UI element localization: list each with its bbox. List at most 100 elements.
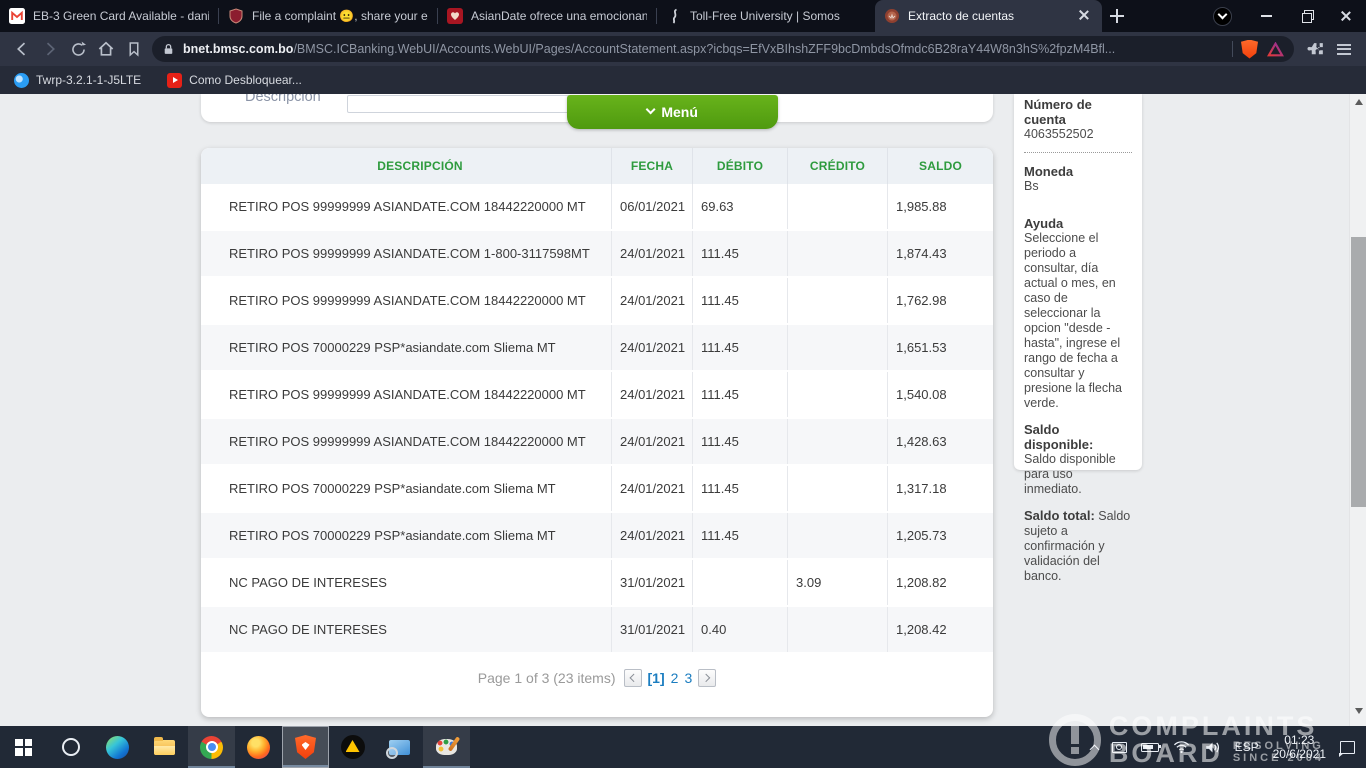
cell-saldo: 1,651.53 bbox=[896, 340, 947, 355]
taskbar-edge[interactable] bbox=[94, 726, 141, 768]
cell-credito bbox=[788, 513, 888, 558]
cell-debito: 111.45 bbox=[693, 231, 788, 276]
cortana-search-button[interactable] bbox=[47, 726, 94, 768]
page-content: Descripción Menú DESCRIPCIÓN FECHA DÉBIT… bbox=[0, 94, 1366, 726]
cell-credito: 3.09 bbox=[788, 560, 888, 605]
cell-fecha: 31/01/2021 bbox=[612, 607, 693, 652]
cell-debito: 69.63 bbox=[693, 184, 788, 229]
cell-debito: 0.40 bbox=[693, 607, 788, 652]
col-header-credito: CRÉDITO bbox=[788, 148, 888, 184]
bookmark-twrp[interactable]: Twrp-3.2.1-1-J5LTE bbox=[14, 72, 141, 88]
tab-asiandate[interactable]: AsianDate ofrece una emocionante bbox=[438, 0, 656, 32]
cell-credito bbox=[788, 466, 888, 511]
cortana-icon bbox=[61, 738, 80, 756]
prev-page-button[interactable] bbox=[623, 669, 642, 687]
tab-title: EB-3 Green Card Available - daniele bbox=[33, 9, 209, 23]
total-balance-label: Saldo total: bbox=[1024, 508, 1095, 523]
forward-button[interactable] bbox=[36, 35, 64, 63]
cell-descripcion: NC PAGO DE INTERESES bbox=[201, 607, 612, 652]
gmail-favicon bbox=[9, 8, 25, 24]
browser-menu-button[interactable] bbox=[1330, 35, 1358, 63]
chevron-up-icon bbox=[1089, 744, 1100, 754]
tab-title: Toll-Free University | Somos bbox=[690, 9, 840, 23]
network-button[interactable] bbox=[1166, 726, 1197, 768]
extensions-puzzle-icon[interactable] bbox=[1302, 35, 1330, 63]
taskbar-brave[interactable] bbox=[282, 726, 329, 768]
restore-button[interactable] bbox=[1286, 0, 1326, 32]
next-page-button[interactable] bbox=[698, 669, 717, 687]
tab-title: File a complaint 😐, share your exp bbox=[252, 9, 428, 23]
col-header-descripcion: DESCRIPCIÓN bbox=[201, 148, 612, 184]
help-sidebar: Número de cuenta 4063552502 Moneda Bs Ay… bbox=[1014, 94, 1142, 583]
tab-gmail[interactable]: EB-3 Green Card Available - daniele bbox=[0, 0, 218, 32]
bookmarks-panel-button[interactable] bbox=[120, 35, 148, 63]
language-indicator[interactable]: ESP bbox=[1234, 740, 1259, 754]
tab-close-icon[interactable] bbox=[1077, 8, 1093, 24]
pagination: Page 1 of 3 (23 items) [1] 2 3 bbox=[201, 658, 993, 698]
cell-saldo: 1,205.73 bbox=[896, 528, 947, 543]
bookmark-label: Como Desbloquear... bbox=[189, 73, 302, 87]
scroll-up-arrow[interactable] bbox=[1350, 94, 1366, 109]
chevron-right-icon bbox=[702, 673, 711, 683]
speaker-icon bbox=[1205, 742, 1219, 752]
page-3-link[interactable]: 3 bbox=[684, 670, 693, 686]
taskbar-chrome[interactable] bbox=[188, 726, 235, 768]
cell-descripcion: RETIRO POS 99999999 ASIANDATE.COM 1-800-… bbox=[201, 231, 612, 276]
avg-antivirus-icon bbox=[340, 735, 365, 759]
tab-extracto-active[interactable]: Extracto de cuentas bbox=[875, 0, 1102, 32]
scrollbar-thumb[interactable] bbox=[1351, 237, 1366, 507]
cell-saldo: 1,874.43 bbox=[896, 246, 947, 261]
clock[interactable]: 01:23 20/6/2021 bbox=[1266, 726, 1333, 768]
minimize-button[interactable] bbox=[1246, 0, 1286, 32]
bmsc-favicon bbox=[884, 8, 900, 24]
current-page: [1] bbox=[647, 670, 665, 686]
cell-descripcion: RETIRO POS 99999999 ASIANDATE.COM 184422… bbox=[201, 419, 612, 464]
cell-debito: 111.45 bbox=[693, 466, 788, 511]
firefox-icon bbox=[247, 735, 270, 759]
folder-icon bbox=[154, 736, 175, 755]
meet-now-button[interactable] bbox=[1105, 726, 1134, 768]
bookmark-youtube[interactable]: Como Desbloquear... bbox=[167, 72, 302, 88]
tab-complaintsboard[interactable]: File a complaint 😐, share your exp bbox=[219, 0, 437, 32]
action-center-button[interactable] bbox=[1333, 726, 1362, 768]
home-button[interactable] bbox=[92, 35, 120, 63]
bookmarks-bar: Twrp-3.2.1-1-J5LTE Como Desbloquear... bbox=[0, 66, 1366, 94]
new-tab-button[interactable] bbox=[1102, 0, 1132, 32]
youtube-favicon bbox=[167, 72, 183, 88]
taskbar-avg[interactable] bbox=[329, 726, 376, 768]
taskbar-snipping-tool[interactable] bbox=[376, 726, 423, 768]
twrp-favicon bbox=[14, 72, 29, 88]
help-text: Seleccione el periodo a consultar, día a… bbox=[1024, 231, 1122, 410]
plus-icon bbox=[1110, 9, 1124, 23]
menu-button[interactable]: Menú bbox=[567, 95, 778, 129]
menu-button-label: Menú bbox=[661, 104, 698, 120]
volume-button[interactable] bbox=[1197, 726, 1228, 768]
page-scrollbar[interactable] bbox=[1349, 94, 1366, 726]
taskbar-firefox[interactable] bbox=[235, 726, 282, 768]
brave-shields-icon[interactable] bbox=[1241, 39, 1258, 59]
page-2-link[interactable]: 2 bbox=[670, 670, 679, 686]
cell-saldo: 1,540.08 bbox=[896, 387, 947, 402]
scroll-down-arrow[interactable] bbox=[1350, 703, 1366, 718]
table-row: RETIRO POS 99999999 ASIANDATE.COM 184422… bbox=[201, 278, 993, 325]
available-balance-text: Saldo disponible para uso inmediato. bbox=[1024, 452, 1116, 496]
camera-icon bbox=[1111, 741, 1127, 753]
back-button[interactable] bbox=[8, 35, 36, 63]
battery-button[interactable] bbox=[1134, 726, 1166, 768]
address-bar[interactable]: bnet.bmsc.com.bo/BMSC.ICBanking.WebUI/Ac… bbox=[152, 36, 1294, 62]
taskbar-file-explorer[interactable] bbox=[141, 726, 188, 768]
hidden-icons-button[interactable] bbox=[1084, 726, 1105, 768]
media-control-button[interactable] bbox=[1213, 6, 1232, 26]
table-row: RETIRO POS 70000229 PSP*asiandate.com Sl… bbox=[201, 466, 993, 513]
tab-tollfree[interactable]: Toll-Free University | Somos bbox=[657, 0, 875, 32]
toolbar-right bbox=[1302, 35, 1358, 63]
extension-triangle-icon[interactable] bbox=[1267, 41, 1284, 57]
battery-icon bbox=[1140, 742, 1162, 752]
reload-button[interactable] bbox=[64, 35, 92, 63]
start-button[interactable] bbox=[0, 726, 47, 768]
cell-fecha: 24/01/2021 bbox=[612, 278, 693, 323]
taskbar-paint[interactable] bbox=[423, 726, 470, 768]
close-window-button[interactable] bbox=[1326, 0, 1366, 32]
cell-debito: 111.45 bbox=[693, 513, 788, 558]
description-filter-input[interactable] bbox=[347, 95, 570, 113]
